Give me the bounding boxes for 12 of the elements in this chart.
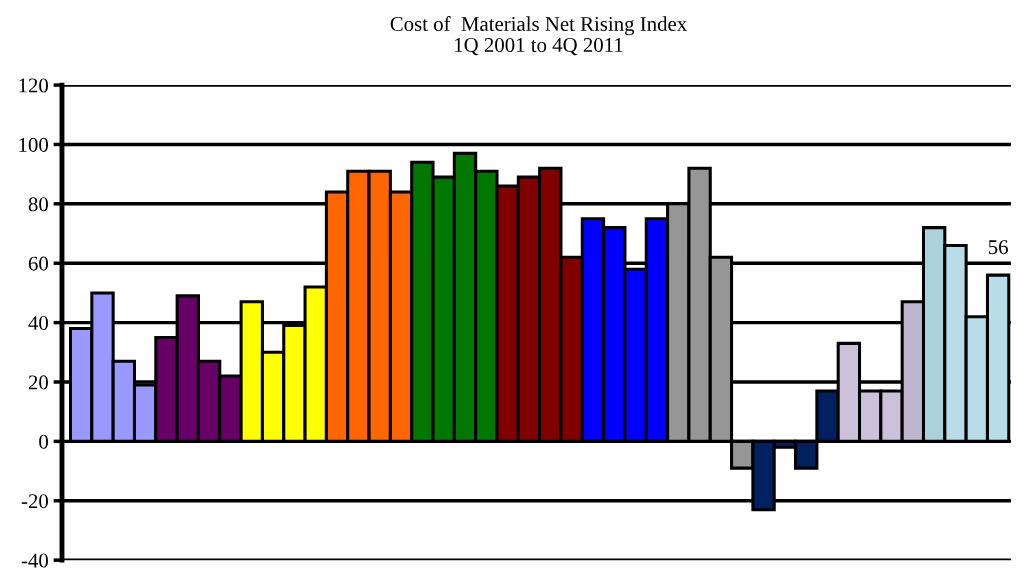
y-tick-label: 100	[19, 137, 48, 152]
y-tick-label: -20	[21, 494, 48, 509]
data-label: 56	[988, 240, 1008, 255]
y-tick-label: 20	[28, 375, 48, 390]
chart-subtitle: 1Q 2001 to 4Q 2011	[455, 37, 623, 56]
y-tick-label: 60	[28, 256, 48, 271]
y-tick-label: 40	[28, 315, 48, 331]
y-tick-label: 120	[19, 78, 48, 93]
y-tick-label: 0	[39, 434, 48, 449]
y-tick-label: 80	[28, 197, 48, 212]
y-tick-label: -40	[21, 553, 48, 568]
chart-title: Cost of Materials Net Rising Index	[390, 16, 687, 36]
